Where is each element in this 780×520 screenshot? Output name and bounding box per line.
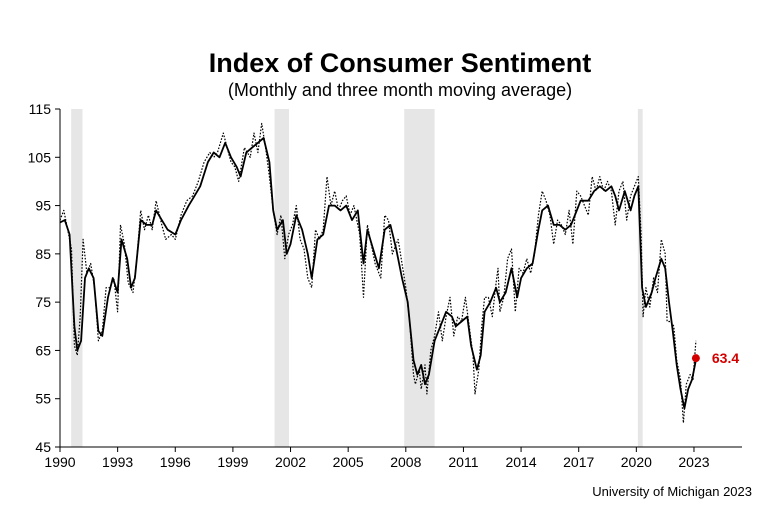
x-tick-label: 2023 [678,454,709,470]
x-tick-label: 2002 [275,454,306,470]
recession-band [71,109,83,447]
y-tick-label: 65 [35,342,51,358]
latest-value-label: 63.4 [712,350,739,366]
x-tick-label: 2005 [333,454,364,470]
x-tick-label: 2020 [621,454,652,470]
chart-subtitle: (Monthly and three month moving average) [227,80,573,100]
latest-value-annotation: 63.4 [691,350,739,366]
x-tick-label: 2017 [563,454,594,470]
y-tick-label: 115 [29,101,52,117]
axes [59,109,742,448]
x-tick-label: 1996 [160,454,191,470]
x-tick-label: 1993 [102,454,133,470]
latest-value-dot [691,354,700,363]
monthly-series-line [59,122,697,424]
recession-band [404,109,435,447]
y-tick-label: 75 [35,294,51,310]
chart-title: Index of Consumer Sentiment [208,48,592,78]
y-tick-label: 105 [28,149,52,165]
y-tick-label: 45 [35,439,51,455]
source-note: University of Michigan 2023 [592,484,752,499]
x-axis-ticks: 1990 1993 1996 1999 2002 2005 2008 2011 2014 2017… [44,447,710,470]
y-axis-ticks: 45 55 65 75 85 95 105 115 [28,101,60,455]
recession-bands [71,109,643,447]
recession-band [274,109,289,447]
x-tick-label: 2008 [390,454,421,470]
x-tick-label: 1990 [44,454,75,470]
x-tick-label: 1999 [217,454,248,470]
moving-average-line [59,137,697,410]
y-tick-label: 85 [35,246,51,262]
y-tick-label: 55 [35,391,51,407]
x-tick-label: 2014 [505,454,536,470]
x-tick-label: 2011 [448,454,478,470]
series-lines [59,122,697,424]
recession-band [637,109,643,447]
y-tick-label: 95 [35,198,51,214]
